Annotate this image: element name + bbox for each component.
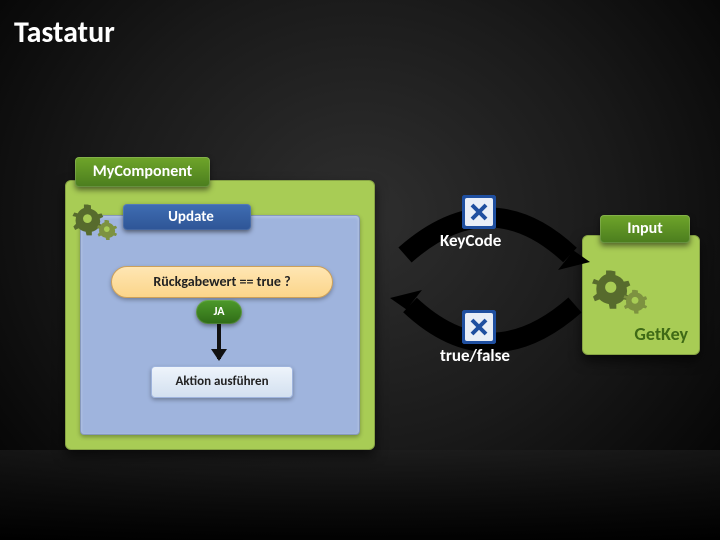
decision-node: Rückgabewert == true ? — [111, 266, 333, 298]
keycode-icon — [462, 195, 496, 229]
yes-badge: JA — [196, 300, 242, 324]
update-tab: Update — [123, 204, 251, 230]
cycle-bottom-label: true/false — [440, 345, 510, 366]
mycomponent-tab: MyComponent — [75, 157, 210, 187]
gears-icon — [588, 263, 654, 319]
input-tab: Input — [600, 215, 690, 243]
input-panel: GetKey — [582, 235, 700, 355]
getkey-label: GetKey — [634, 323, 688, 345]
arrow-down — [217, 324, 221, 359]
action-node: Aktion ausführen — [151, 366, 293, 398]
cycle-top-label: KeyCode — [440, 230, 501, 251]
mycomponent-panel: Update Rückgabewert == true ? JA Aktion … — [65, 180, 375, 450]
slide-title: Tastatur — [14, 14, 115, 51]
gears-icon — [71, 201, 125, 245]
floor-reflection — [0, 450, 720, 540]
truefalse-icon — [462, 310, 496, 344]
update-panel: Update Rückgabewert == true ? JA Aktion … — [80, 215, 360, 435]
